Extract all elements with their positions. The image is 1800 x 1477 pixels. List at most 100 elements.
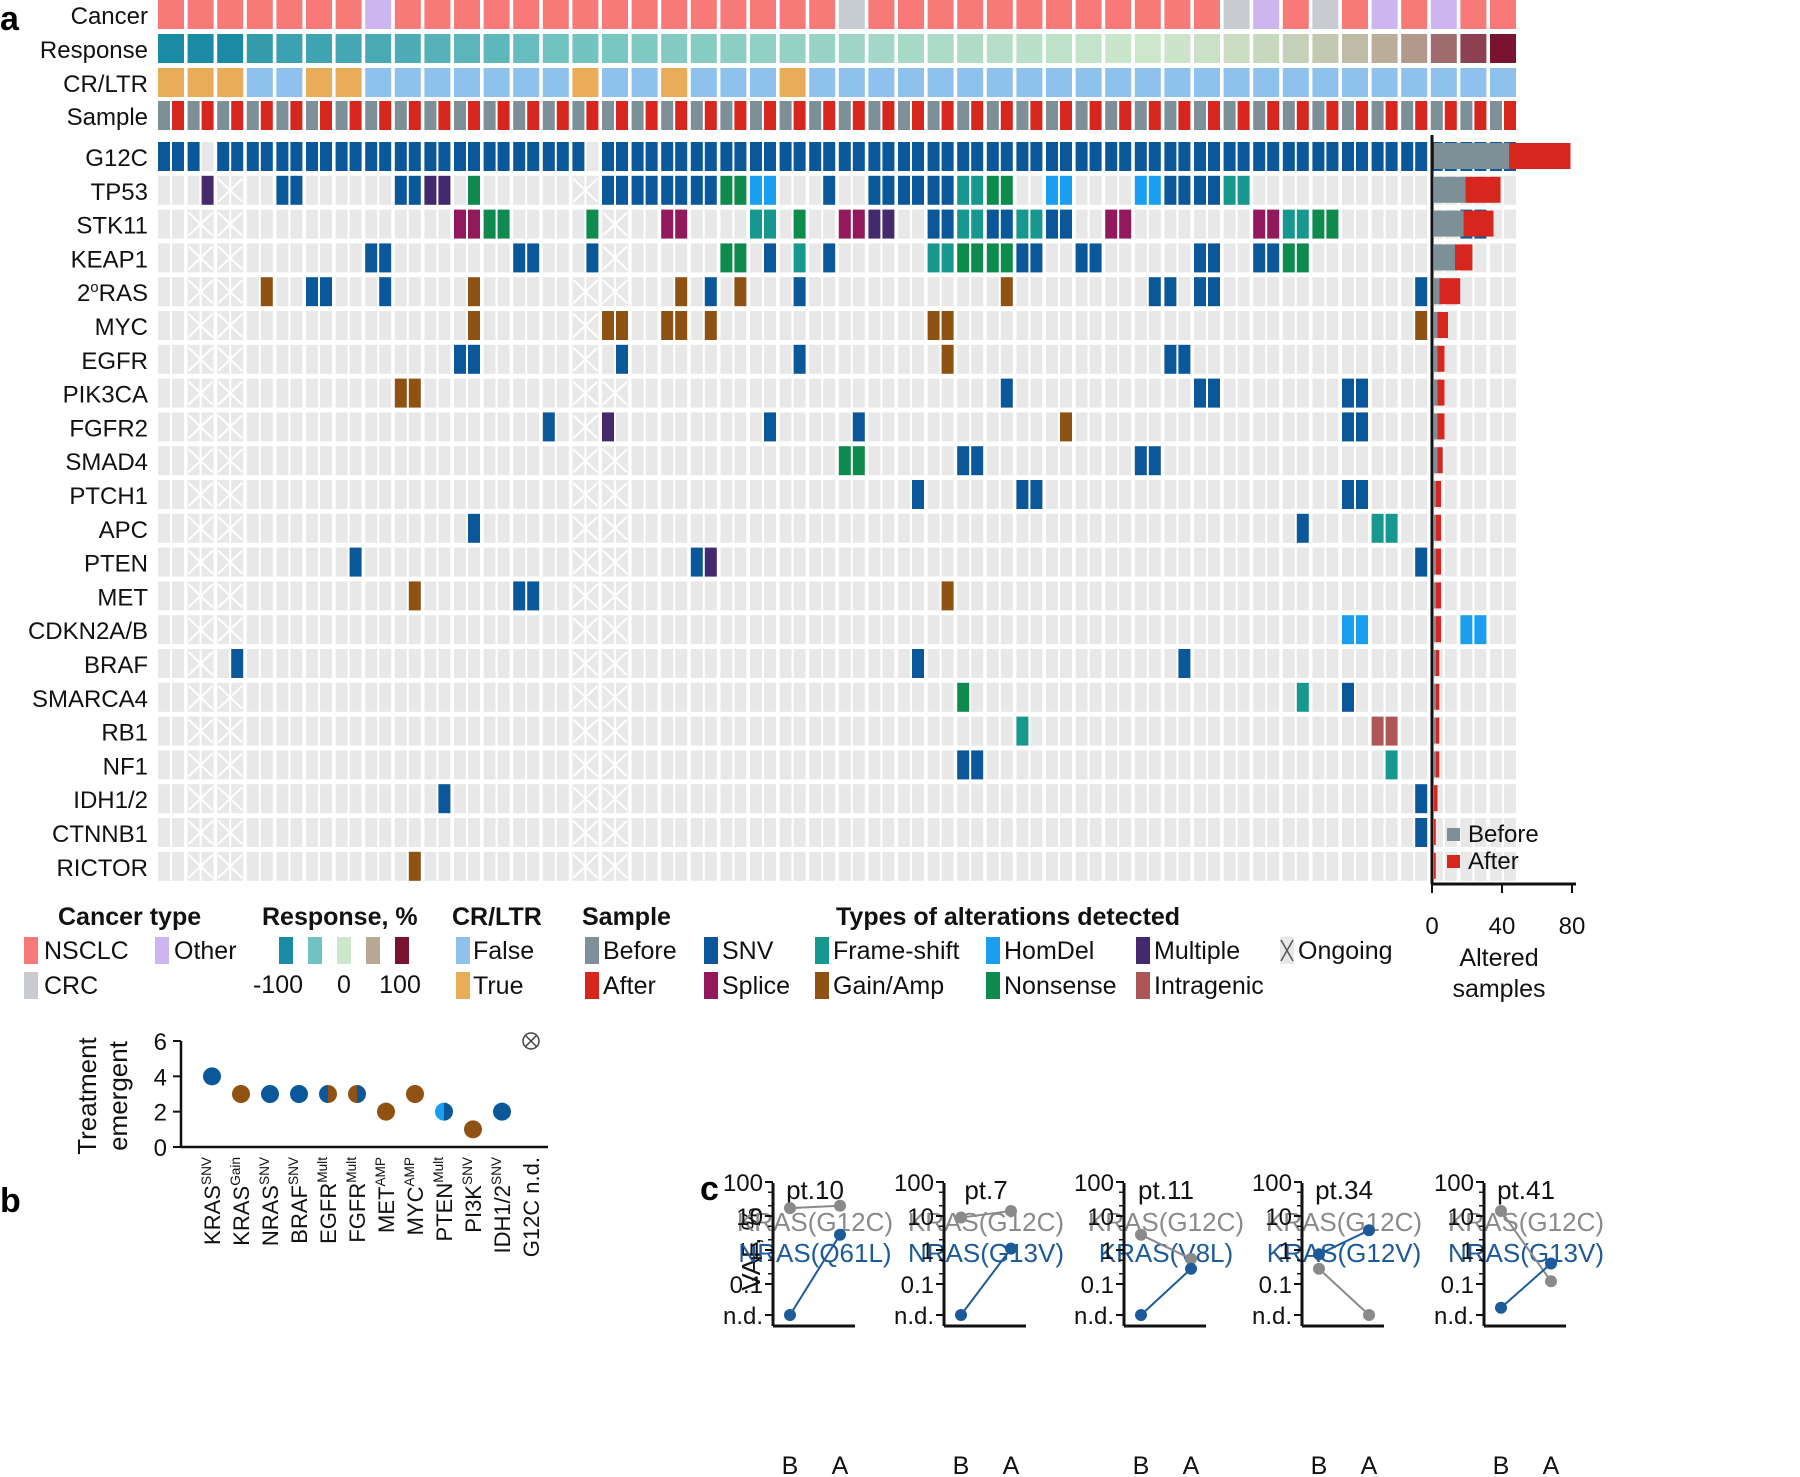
empty-cell (734, 344, 747, 374)
empty-cell (645, 243, 658, 273)
empty-cell (454, 682, 466, 712)
alteration-after (1237, 142, 1250, 171)
empty-cell (497, 344, 510, 374)
empty-cell (1253, 581, 1266, 611)
cr-ltr-cell (1016, 68, 1043, 97)
empty-cell (1178, 412, 1191, 442)
empty-cell (246, 446, 259, 476)
empty-cell (1282, 750, 1295, 780)
empty-cell (1296, 344, 1309, 374)
empty-cell (246, 378, 259, 408)
alteration-after (734, 243, 747, 273)
ongoing-cell (187, 615, 214, 645)
ongoing-cell (217, 175, 244, 205)
empty-cell (986, 277, 999, 307)
empty-cell (927, 818, 940, 847)
empty-cell (320, 581, 332, 611)
empty-cell (246, 716, 259, 746)
ongoing-mark (187, 516, 214, 541)
empty-cell (661, 378, 674, 408)
empty-cell (1296, 277, 1309, 307)
empty-cell (1089, 615, 1102, 645)
empty-cell (631, 649, 644, 678)
alteration-before (1253, 142, 1266, 171)
empty-cell (438, 378, 451, 408)
empty-cell (556, 682, 569, 712)
alteration-before (1371, 142, 1384, 171)
empty-cell (1105, 243, 1118, 273)
empty-cell (1237, 446, 1250, 476)
empty-cell (365, 209, 378, 239)
c-tick-label: n.d. (1252, 1303, 1292, 1330)
empty-cell (408, 649, 421, 678)
empty-cell (1415, 649, 1428, 678)
empty-cell (335, 547, 348, 577)
empty-cell (1030, 682, 1043, 712)
empty-cell (527, 378, 540, 408)
gene-label: PTCH1 (69, 483, 148, 510)
empty-cell (645, 311, 658, 340)
gene-label: NF1 (103, 753, 148, 780)
empty-cell (497, 378, 510, 408)
empty-cell (1504, 344, 1516, 374)
empty-cell (823, 682, 836, 712)
alteration-before (1046, 175, 1058, 205)
c-tick-label: 1 (1461, 1238, 1474, 1265)
empty-cell (1030, 716, 1043, 746)
empty-cell (454, 649, 466, 678)
sample-before-cell (187, 101, 200, 130)
empty-cell (454, 243, 466, 273)
empty-cell (1134, 716, 1147, 746)
c-tick-label: 100 (1252, 1170, 1292, 1197)
empty-cell (734, 446, 747, 476)
empty-cell (335, 243, 348, 273)
empty-cell (349, 209, 362, 239)
alteration-before (809, 142, 822, 171)
empty-cell (1223, 581, 1236, 611)
legend-label: Before (603, 937, 677, 965)
alteration-after (1208, 142, 1220, 171)
empty-cell (1089, 547, 1102, 577)
empty-cell (542, 209, 555, 239)
ongoing-cell (572, 311, 599, 340)
alteration-after (764, 209, 776, 239)
response-cell (1401, 34, 1428, 63)
empty-cell (852, 750, 865, 780)
empty-cell (1164, 716, 1177, 746)
sample-before-cell (246, 101, 259, 130)
empty-cell (1089, 344, 1102, 374)
empty-cell (1282, 818, 1295, 847)
ongoing-cell (572, 682, 599, 712)
alteration-after (941, 581, 954, 611)
empty-cell (349, 818, 362, 847)
empty-cell (1046, 818, 1058, 847)
ongoing-mark (187, 651, 214, 676)
legend-swatch (986, 972, 1000, 999)
empty-cell (852, 513, 865, 543)
alteration-after (290, 142, 303, 171)
empty-cell (1474, 243, 1487, 273)
bar-before (1434, 548, 1436, 575)
empty-cell (335, 818, 348, 847)
empty-cell (941, 682, 954, 712)
empty-cell (1237, 277, 1250, 307)
empty-cell (1385, 175, 1398, 205)
empty-cell (1030, 412, 1043, 442)
empty-cell (276, 344, 289, 374)
c-point-before (955, 1309, 967, 1321)
c-point-before (1313, 1262, 1325, 1275)
empty-cell (1267, 818, 1280, 847)
alteration-after (1415, 818, 1428, 847)
empty-cell (542, 175, 555, 205)
sample-after-cell (1089, 101, 1102, 130)
empty-cell (720, 209, 733, 239)
empty-cell (542, 344, 555, 374)
bar-after (1435, 751, 1440, 778)
empty-cell (497, 581, 510, 611)
empty-cell (246, 547, 259, 577)
bar-after (1463, 210, 1494, 237)
empty-cell (1030, 446, 1043, 476)
empty-cell (971, 378, 984, 408)
